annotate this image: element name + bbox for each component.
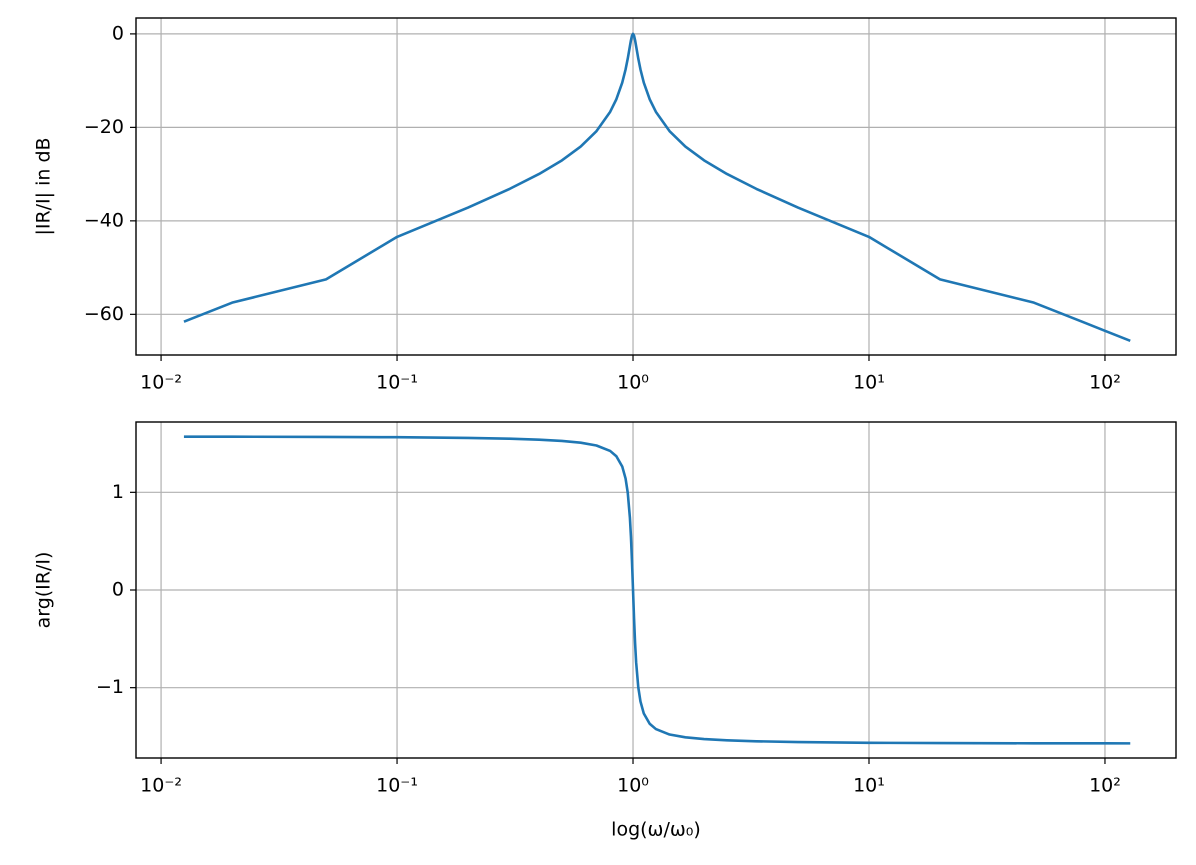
y-tick-label: 0	[112, 579, 124, 601]
x-tick-label: 10¹	[853, 775, 885, 797]
y-tick-label: 1	[112, 481, 124, 503]
x-tick-label: 10⁻²	[140, 372, 182, 394]
data-line	[183, 32, 1131, 343]
data-line	[183, 435, 1131, 745]
x-tick-label: 10⁰	[617, 775, 649, 797]
y-tick-label: −1	[96, 676, 124, 698]
x-tick-label: 10⁻²	[140, 775, 182, 797]
axes-frame	[135, 421, 1177, 759]
y-tick-label: −20	[84, 116, 124, 138]
x-tick-label: 10⁻¹	[376, 372, 418, 394]
x-tick-label: 10¹	[853, 372, 885, 394]
y-axis-label: arg(IR/I)	[33, 552, 55, 629]
x-tick-label: 10²	[1089, 372, 1121, 394]
axes-frame	[135, 17, 1177, 356]
y-axis-label: |IR/I| in dB	[33, 137, 55, 235]
y-tick-label: 0	[112, 22, 124, 44]
y-tick-label: −60	[84, 303, 124, 325]
x-tick-label: 10⁻¹	[376, 775, 418, 797]
x-axis-label: log(ω/ω₀)	[611, 819, 701, 841]
x-tick-label: 10⁰	[617, 372, 649, 394]
x-tick-label: 10²	[1089, 775, 1121, 797]
y-tick-label: −40	[84, 209, 124, 231]
